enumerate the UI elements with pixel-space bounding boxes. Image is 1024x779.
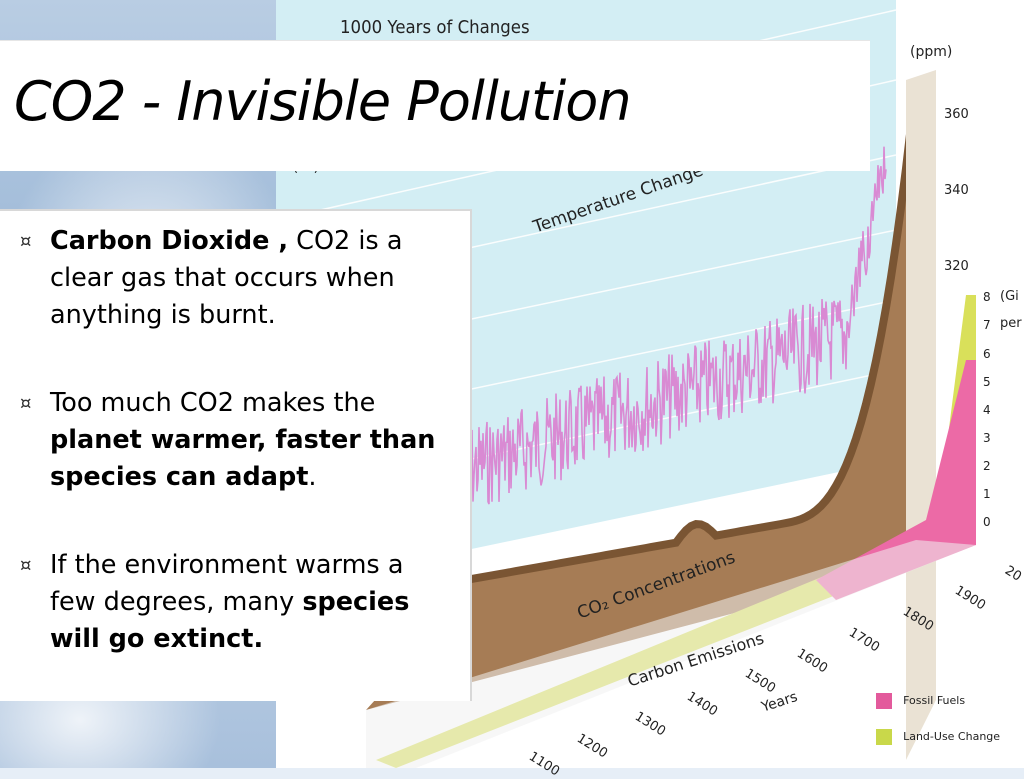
legend-land-use: Land-Use Change	[876, 726, 1000, 745]
bullet-species-extinct: ¤ If the environment warms a few degrees…	[20, 547, 450, 658]
bullet-too-much-co2: ¤ Too much CO2 makes the planet warmer, …	[20, 385, 450, 496]
slide-title: CO2 - Invisible Pollution	[14, 70, 632, 133]
title-panel	[0, 40, 870, 171]
bullet-icon: ¤	[20, 393, 32, 414]
bullet-normal: CO2 is a clear gas that occurs when anyt…	[50, 226, 403, 330]
emissions-fossil-band	[816, 360, 976, 600]
bullet-normal-lead: Too much CO2 makes the	[50, 388, 376, 418]
emissions-unit-fragment-1: (Gi	[1000, 289, 1019, 304]
bullet-carbon-dioxide: ¤ Carbon Dioxide , CO2 is a clear gas th…	[20, 223, 450, 334]
co2-tick-320: 320	[944, 259, 969, 274]
bullet-text: Too much CO2 makes the planet warmer, fa…	[20, 385, 450, 496]
co2-concentration-surface	[366, 80, 936, 710]
legend-swatch-land-use	[876, 728, 892, 745]
emissions-tick-6: 6	[983, 347, 991, 361]
bullet-bold: species will go extinct.	[50, 587, 410, 654]
infographic-title: 1000 Years of Changes	[340, 17, 530, 38]
emissions-tick-0: 0	[983, 515, 991, 529]
legend-label-fossil: Fossil Fuels	[903, 694, 966, 707]
co2-axis-unit: (ppm)	[910, 44, 953, 60]
co2-tick-340: 340	[944, 183, 969, 198]
bullet-normal-tail: .	[308, 462, 317, 492]
legend-swatch-fossil	[876, 692, 892, 709]
content-panel: ¤ Carbon Dioxide , CO2 is a clear gas th…	[0, 209, 472, 701]
co2-tick-360: 360	[944, 107, 969, 122]
bullet-icon: ¤	[20, 231, 32, 252]
bullet-text: Carbon Dioxide , CO2 is a clear gas that…	[20, 223, 450, 334]
bullet-bold: planet warmer, faster than species can a…	[50, 425, 436, 492]
emissions-tick-5: 5	[983, 375, 991, 389]
legend-label-land-use: Land-Use Change	[903, 730, 1001, 743]
bullet-icon: ¤	[20, 555, 32, 576]
co2-concentration-ridge	[465, 79, 920, 584]
emissions-tick-8: 8	[983, 290, 991, 304]
bullet-normal-lead: If the environment warms a few degrees, …	[50, 550, 404, 617]
emissions-tick-1: 1	[983, 487, 991, 501]
emissions-tick-7: 7	[983, 318, 991, 332]
bullet-bold-lead: Carbon Dioxide ,	[50, 226, 289, 256]
chart-right-wall	[906, 70, 936, 760]
emissions-tick-4: 4	[983, 403, 991, 417]
emissions-unit-fragment-2: per	[1000, 316, 1022, 331]
temperature-trace	[465, 146, 887, 505]
chart-floor	[366, 540, 976, 768]
emissions-tick-3: 3	[983, 431, 991, 445]
emissions-tick-2: 2	[983, 459, 991, 473]
bullet-text: If the environment warms a few degrees, …	[20, 547, 450, 658]
legend-fossil-fuels: Fossil Fuels	[876, 690, 965, 709]
